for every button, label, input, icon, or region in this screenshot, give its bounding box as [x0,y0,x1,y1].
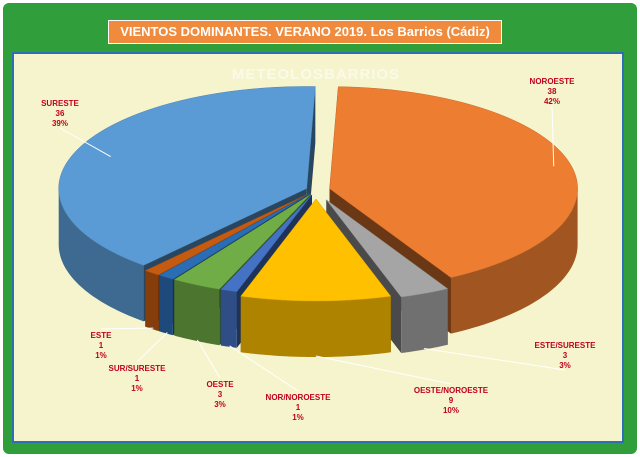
label-este-sureste: ESTE/SURESTE 3 3% [535,341,597,370]
leader-noroeste [551,105,555,167]
slice-rim-este-0 [145,270,159,332]
slice-rim-sur-sureste-0 [159,275,173,336]
pie-slices [58,86,578,358]
label-value: 36 [56,109,65,118]
slice-top-oeste-noroeste [240,198,392,302]
slice-rim-nor-noroeste-0 [220,289,237,348]
label-name: ESTE [91,331,113,340]
slice-top-este [144,193,309,276]
slice-rim-sureste-0 [58,188,144,322]
slice-top-sureste [58,86,316,266]
slice-top-este-sureste [326,199,449,298]
label-noroeste: NOROESTE 38 42% [530,77,576,106]
slice-rim-este-sureste-0 [401,288,448,354]
label-oeste: OESTE 3 3% [206,380,234,409]
label-percent: 1% [95,351,107,360]
label-percent: 42% [544,97,560,106]
label-name: NOROESTE [530,77,576,86]
label-percent: 10% [443,406,459,415]
label-name: NOR/NOROESTE [266,393,332,402]
leader-este-sureste [423,347,566,371]
leader-lines [59,105,566,392]
label-este: ESTE 1 1% [91,331,113,360]
label-value: 38 [548,87,557,96]
label-value: 1 [296,403,301,412]
slice-labels: NOROESTE 38 42%ESTE/SURESTE 3 3%OESTE/NOROES… [41,77,596,422]
label-name: OESTE/NOROESTE [414,386,489,395]
leader-sureste [59,127,111,158]
slice-rim-oeste-noroeste-0 [240,296,391,358]
label-percent: 39% [52,119,68,128]
label-value: 1 [99,341,104,350]
leader-nor-noroeste [229,345,299,392]
label-name: SURESTE [41,99,79,108]
label-nor-noroeste: NOR/NOROESTE 1 1% [266,393,332,422]
leader-oeste-noroeste [315,355,452,385]
label-percent: 3% [214,400,226,409]
label-percent: 3% [559,361,571,370]
leader-oeste [196,339,221,379]
label-sur-sureste: SUR/SURESTE 1 1% [109,364,167,393]
slice-top-noroeste [329,86,578,278]
label-value: 1 [135,374,140,383]
leader-este [100,327,154,330]
label-value: 3 [563,351,568,360]
label-name: OESTE [206,380,234,389]
slice-top-sur-sureste [158,193,310,280]
slice-rim-noroeste-0 [450,188,578,334]
chart-title: VIENTOS DOMINANTES. VERANO 2019. Los Bar… [108,20,502,44]
label-sureste: SURESTE 36 39% [41,99,79,128]
label-value: 3 [218,390,223,399]
label-percent: 1% [131,384,143,393]
label-oeste-noroeste: OESTE/NOROESTE 9 10% [414,386,489,415]
slice-rim-oeste-0 [174,279,220,346]
label-name: ESTE/SURESTE [535,341,597,350]
slice-top-oeste [173,194,311,290]
watermark: METEOLOSBARRIOS [232,66,400,83]
label-percent: 1% [292,413,304,422]
leader-sur-sureste [136,332,168,363]
slice-oeste-noroeste [240,198,392,358]
label-name: SUR/SURESTE [109,364,167,373]
label-value: 9 [449,396,454,405]
slice-top-nor-noroeste [220,194,313,293]
